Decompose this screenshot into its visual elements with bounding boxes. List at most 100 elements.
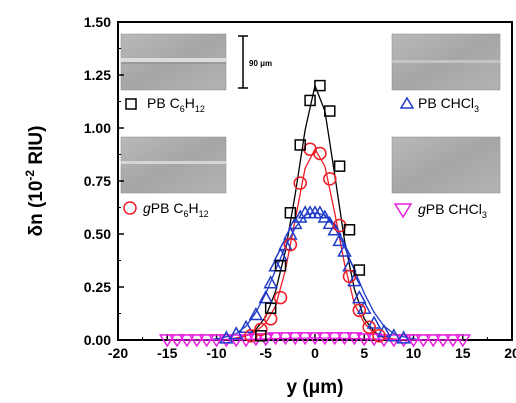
legend-gpb-chcl3-a: g	[418, 201, 426, 217]
point-triangle-down	[424, 334, 442, 348]
point-square	[343, 224, 356, 236]
point-triangle-up	[288, 215, 303, 230]
point-triangle-down	[277, 332, 294, 346]
point-triangle-up	[366, 315, 382, 329]
svg-text:PB CHCl3: PB CHCl3	[418, 95, 479, 114]
point-triangle-down	[346, 332, 363, 346]
point-triangle-up	[219, 330, 234, 344]
x-tick-label: 15	[455, 345, 471, 361]
point-triangle-down	[227, 334, 245, 348]
micrograph-gpb-chcl3	[391, 136, 501, 194]
point-circle	[283, 237, 298, 252]
point-triangle-down	[237, 334, 255, 348]
point-triangle-up	[248, 306, 264, 321]
point-triangle-down	[267, 332, 284, 346]
x-tick-label: 0	[311, 345, 319, 361]
point-triangle-down	[178, 334, 196, 348]
point-triangle-up	[396, 330, 411, 344]
y-axis-label-main: δn (10	[26, 181, 47, 237]
point-circle	[244, 329, 258, 343]
point-triangle-up	[312, 205, 328, 219]
point-triangle-down	[188, 334, 206, 348]
x-tick-label: -5	[260, 345, 273, 361]
point-triangle-down	[198, 334, 216, 348]
point-triangle-down	[326, 332, 344, 346]
legend-gpb-chcl3-c: 3	[482, 210, 487, 220]
point-triangle-up	[228, 326, 244, 340]
y-axis-label-exp: -2	[23, 170, 37, 181]
x-tick-label: 10	[406, 345, 422, 361]
legend-gpb-c6h12-e: 12	[199, 209, 209, 219]
x-tick-label: -15	[157, 345, 177, 361]
legend-gpb-chcl3-b: PB CHCl	[426, 201, 482, 217]
legend-item-gpb-chcl3: gPB CHCl3	[393, 201, 487, 220]
legend-pb-c6h12-b: 6	[180, 104, 185, 114]
scale-bar-label: 90 μm	[249, 59, 272, 68]
point-square	[353, 264, 366, 276]
point-triangle-down	[306, 332, 324, 346]
legend-marker-triangle-up	[399, 96, 415, 109]
data-points	[158, 79, 472, 348]
point-square	[314, 79, 326, 92]
fit-line-1	[226, 147, 404, 341]
point-square	[294, 139, 306, 151]
legend-item-pb-chcl3: PB CHCl3	[399, 95, 479, 114]
legend-marker-triangle-down	[393, 203, 413, 219]
point-triangle-up	[386, 328, 402, 342]
point-triangle-up	[263, 275, 278, 289]
point-circle	[362, 320, 376, 335]
y-tick-label: 0.00	[84, 332, 111, 348]
svg-text:gPB C6H12: gPB C6H12	[143, 200, 209, 219]
y-axis-label: δn (10-2 RIU)	[23, 126, 47, 237]
legend-pb-c6h12-d: 12	[195, 104, 205, 114]
x-axis-label: y (μm)	[286, 377, 343, 398]
point-circle	[372, 329, 386, 343]
x-tick-label: 20	[504, 345, 516, 361]
micrograph-pb-c6h12	[120, 33, 227, 91]
point-circle	[293, 176, 307, 190]
point-circle	[352, 303, 367, 318]
legend-gpb-c6h12-d: H	[189, 200, 199, 216]
point-circle	[273, 290, 288, 305]
point-triangle-up	[352, 290, 367, 304]
y-tick-label: 1.00	[84, 120, 111, 136]
fit-line-2	[206, 212, 424, 341]
point-circle	[254, 322, 268, 337]
legend-pb-c6h12-a: PB C	[147, 95, 180, 111]
legend-pb-chcl3-a: PB CHCl	[418, 95, 474, 111]
point-circle	[323, 172, 337, 186]
point-triangle-down	[336, 332, 353, 346]
scale-bar: 90 μm	[238, 35, 272, 89]
point-triangle-down	[168, 334, 186, 348]
x-tick-label: 5	[360, 345, 368, 361]
point-triangle-down	[405, 334, 422, 348]
point-triangle-down	[454, 334, 472, 348]
legend-gpb-c6h12-a: g	[143, 200, 151, 216]
point-square	[264, 302, 277, 314]
y-tick-label: 0.75	[84, 173, 111, 189]
point-triangle-up	[278, 237, 293, 251]
legend: PB C6H12 gPB C6H12 PB CHCl3 gPB CHCl3	[123, 95, 487, 220]
point-square	[274, 260, 287, 272]
x-tick-label: -10	[206, 345, 226, 361]
point-triangle-up	[347, 273, 362, 287]
point-square	[304, 94, 316, 107]
legend-item-gpb-c6h12: gPB C6H12	[123, 200, 209, 219]
point-circle	[342, 269, 357, 284]
y-tick-label: 1.25	[84, 67, 111, 83]
legend-gpb-c6h12-c: 6	[183, 209, 188, 219]
legend-gpb-c6h12-b: PB C	[151, 200, 184, 216]
point-triangle-down	[208, 334, 225, 348]
point-triangle-down	[217, 334, 235, 348]
point-triangle-down	[414, 334, 432, 348]
legend-pb-chcl3-b: 3	[474, 104, 479, 114]
y-tick-label: 0.50	[84, 226, 111, 242]
point-triangle-down	[434, 334, 452, 348]
y-tick-label: 0.25	[84, 279, 111, 295]
axis-ticks: -20 -15 -10 -5 0 5 10 15 20 0.00 0.25 0.50 0.75 1.00 1…	[84, 14, 516, 361]
point-square	[284, 207, 297, 219]
point-triangle-up	[292, 209, 308, 223]
point-triangle-up	[327, 222, 342, 236]
point-triangle-up	[337, 243, 352, 257]
